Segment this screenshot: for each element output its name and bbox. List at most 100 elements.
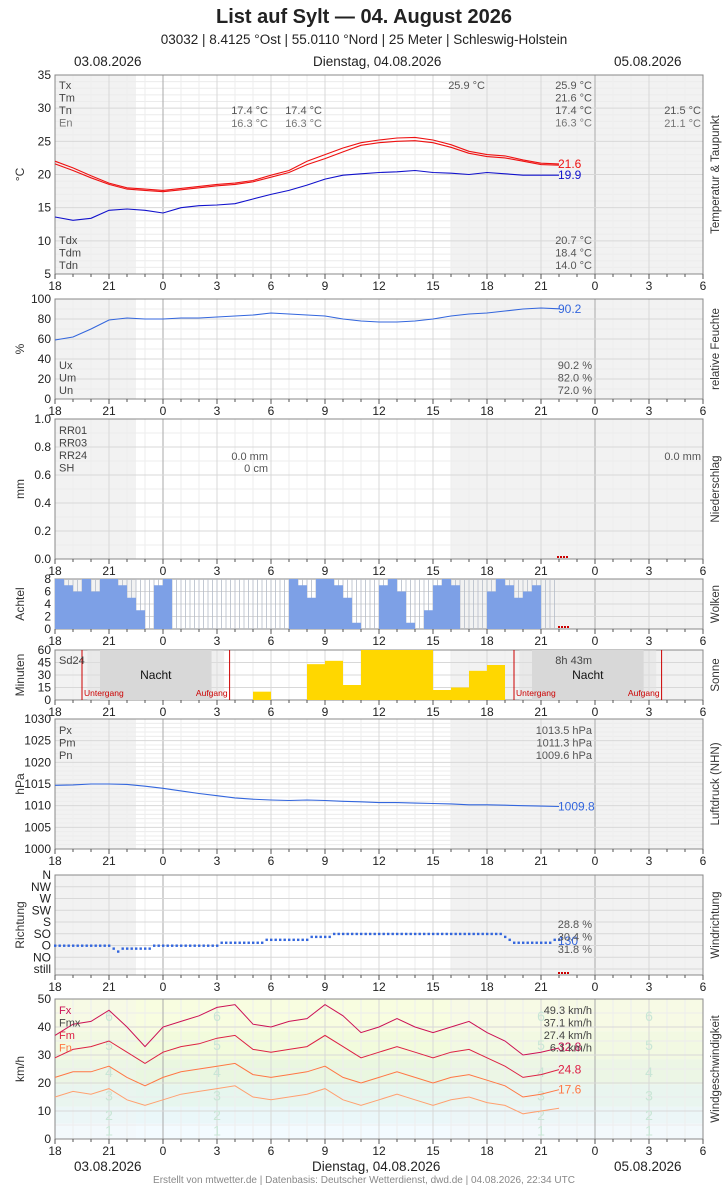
- y-tick-label: W: [40, 892, 52, 906]
- direction-point: [166, 944, 169, 947]
- x-tick-label: 18: [480, 564, 494, 578]
- y-tick-label: NW: [31, 880, 52, 894]
- x-tick-label: 3: [214, 854, 221, 868]
- x-tick-label: 3: [214, 980, 221, 994]
- cloud-bar: [64, 585, 73, 629]
- pressure-value: 1011.3 hPa: [537, 738, 593, 750]
- cloud-bar: [424, 610, 433, 629]
- x-tick-label: 15: [426, 980, 440, 994]
- x-tick-label: 6: [268, 404, 275, 418]
- direction-point: [184, 944, 187, 947]
- wind-legend-Fn: Fn: [59, 1043, 72, 1055]
- tn-mid: 17.4 °C: [285, 105, 322, 117]
- page-title: List auf Sylt — 04. August 2026: [215, 6, 512, 28]
- y-tick-label: 1015: [24, 777, 51, 791]
- twilight-block: [87, 650, 225, 700]
- sunshine-bar: [415, 650, 433, 700]
- x-tick-label: 9: [322, 634, 329, 648]
- x-tick-label: 6: [700, 279, 707, 293]
- cloud-bar: [163, 579, 172, 629]
- direction-point: [297, 938, 300, 942]
- x-tick-label: 3: [214, 404, 221, 418]
- sunshine-bar: [451, 687, 469, 700]
- date-current-top: Dienstag, 04.08.2026: [313, 54, 442, 69]
- beaufort-number: 6: [105, 1008, 113, 1024]
- x-tick-label: 18: [48, 1144, 62, 1158]
- now-marker: [558, 626, 560, 628]
- station-info: 03032 | 8.4125 °Ost | 55.0110 °Nord | 25…: [160, 32, 568, 47]
- direction-point: [360, 932, 363, 936]
- direction-point: [274, 938, 277, 942]
- direction-point: [454, 932, 457, 936]
- direction-point: [418, 932, 421, 936]
- direction-point: [517, 941, 520, 944]
- direction-point: [76, 944, 79, 947]
- sh-prev: 0 cm: [244, 463, 268, 475]
- direction-point: [423, 932, 426, 936]
- direction-point: [108, 944, 111, 947]
- direction-point: [333, 932, 336, 936]
- y-tick-label: S: [43, 915, 51, 929]
- x-tick-label: 18: [48, 404, 62, 418]
- direction-point: [315, 935, 318, 939]
- x-tick-label: 18: [480, 404, 494, 418]
- humidity-value: 82.0 %: [558, 373, 592, 385]
- night-label: Nacht: [140, 668, 172, 682]
- x-tick-label: 3: [214, 279, 221, 293]
- y-tick-label: 0.6: [34, 468, 51, 482]
- y-tick-label: 0: [44, 622, 51, 636]
- x-tick-label: 21: [102, 404, 116, 418]
- y-tick-label: 20: [38, 1076, 52, 1090]
- direction-point: [292, 938, 295, 942]
- x-tick-label: 0: [592, 854, 599, 868]
- direction-point: [72, 944, 75, 947]
- direction-point: [238, 941, 241, 944]
- now-marker: [564, 626, 566, 628]
- direction-point: [54, 944, 57, 947]
- now-marker: [561, 972, 563, 974]
- y-tick-label: 30: [38, 101, 52, 115]
- date-next-top: 05.08.2026: [614, 54, 682, 69]
- panel-rain: 0.0 0.2 0.4 0.6 0.8 1.0 18 21 0 3 6 9 12 15 18 21 0 3 6 mm N…: [13, 412, 722, 578]
- direction-point: [252, 941, 255, 944]
- humidity-legend-Um: Um: [59, 373, 76, 385]
- y-tick-label: 1005: [24, 820, 51, 834]
- direction-point: [301, 938, 304, 942]
- rain-legend-RR01: RR01: [59, 425, 87, 437]
- cloud-bar: [343, 597, 352, 629]
- y-tick-label: 60: [38, 332, 52, 346]
- end-value-label: 17.6: [558, 1083, 582, 1097]
- beaufort-number: 2: [213, 1107, 221, 1123]
- direction-point: [67, 944, 70, 947]
- now-marker: [567, 972, 569, 974]
- sunshine-bar: [397, 650, 415, 700]
- pressure-value: 1009.6 hPa: [536, 750, 593, 762]
- direction-point: [553, 938, 556, 942]
- sunshine-bar: [487, 665, 505, 700]
- date-current-bottom: Dienstag, 04.08.2026: [312, 1159, 441, 1174]
- x-tick-label: 18: [480, 980, 494, 994]
- y-tick-label: 0.0: [34, 552, 51, 566]
- wind-legend-Fx: Fx: [59, 1005, 72, 1017]
- cloud-bar: [451, 585, 460, 629]
- sunshine-bar: [379, 650, 397, 700]
- x-tick-label: 3: [646, 404, 653, 418]
- x-tick-label: 0: [592, 634, 599, 648]
- x-tick-label: 0: [160, 1144, 167, 1158]
- twilight-block: [519, 650, 657, 700]
- y-axis-label: %: [13, 343, 27, 354]
- direction-point: [157, 944, 160, 947]
- cloud-bar: [109, 579, 118, 629]
- now-marker: [560, 556, 562, 558]
- beaufort-number: 3: [537, 1088, 545, 1104]
- direction-point: [508, 938, 511, 942]
- x-tick-label: 0: [160, 279, 167, 293]
- pressure-legend-Px: Px: [59, 725, 72, 737]
- direction-point: [121, 947, 124, 950]
- x-tick-label: 21: [534, 404, 548, 418]
- temp-current-value: 17.4 °C: [555, 105, 592, 117]
- humidity-legend-Ux: Ux: [59, 360, 73, 372]
- direction-percent: 31.8 %: [558, 944, 592, 956]
- direction-point: [324, 935, 327, 939]
